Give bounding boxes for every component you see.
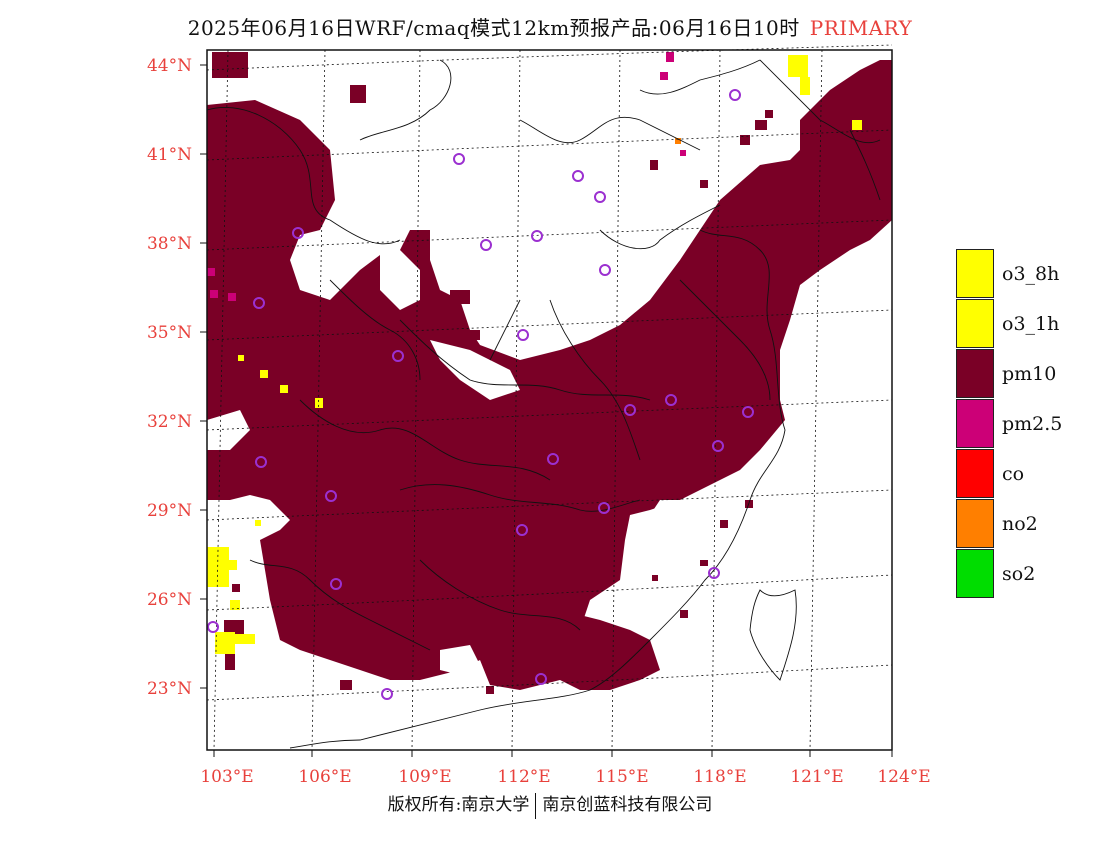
station-markers	[207, 89, 754, 700]
lon-label: 112°E	[497, 767, 550, 787]
lat-labels: 44°N 41°N 38°N 35°N 32°N 29°N 26°N 23°N	[147, 56, 192, 699]
legend-swatch	[956, 449, 994, 498]
lat-label: 32°N	[147, 412, 192, 432]
lon-label: 103°E	[200, 767, 253, 787]
map-frame	[206, 49, 893, 751]
tick-marks	[200, 64, 893, 757]
pm25-specks	[207, 52, 686, 301]
copyright-divider	[535, 792, 537, 819]
copyright-right: 南京创蓝科技有限公司	[542, 795, 713, 815]
legend-label: o3_1h	[1002, 313, 1060, 335]
lon-labels: 103°E 106°E 109°E 112°E 115°E 118°E 121°…	[200, 767, 930, 787]
map-title: 2025年06月16日WRF/cmaq模式12km预报产品:06月16日10时 P…	[0, 12, 1100, 41]
lon-label: 106°E	[298, 767, 351, 787]
lon-label: 115°E	[595, 767, 648, 787]
legend-item-so2: so2	[956, 549, 1076, 599]
co-no2-specks	[675, 138, 681, 144]
legend-label: o3_8h	[1002, 263, 1060, 285]
title-tag: PRIMARY	[809, 16, 913, 40]
legend-item-co: co	[956, 449, 1076, 499]
legend-swatch	[956, 249, 994, 298]
legend-item-no2: no2	[956, 499, 1076, 549]
legend: o3_8h o3_1h pm10 pm2.5 co no2 so2	[956, 249, 1076, 599]
lat-label: 35°N	[147, 323, 192, 343]
legend-label: pm10	[1002, 363, 1057, 385]
lon-label: 109°E	[398, 767, 451, 787]
legend-swatch	[956, 349, 994, 398]
legend-label: so2	[1002, 563, 1036, 585]
lon-label: 124°E	[877, 767, 930, 787]
lat-label: 26°N	[147, 590, 192, 610]
lon-label: 118°E	[693, 767, 746, 787]
legend-swatch	[956, 399, 994, 448]
copyright-left: 版权所有:南京大学	[387, 795, 530, 815]
legend-item-pm25: pm2.5	[956, 399, 1076, 449]
legend-label: co	[1002, 463, 1025, 485]
lat-label: 23°N	[147, 679, 192, 699]
legend-swatch	[956, 549, 994, 598]
lat-label: 29°N	[147, 501, 192, 521]
copyright-line: 版权所有:南京大学 南京创蓝科技有限公司	[0, 790, 1100, 819]
legend-swatch	[956, 299, 994, 348]
legend-item-o3-8h: o3_8h	[956, 249, 1076, 299]
legend-swatch	[956, 499, 994, 548]
legend-item-o3-1h: o3_1h	[956, 299, 1076, 349]
lat-label: 38°N	[147, 234, 192, 254]
lat-label: 41°N	[147, 145, 192, 165]
lat-label: 44°N	[147, 56, 192, 76]
lon-label: 121°E	[790, 767, 843, 787]
title-main: 2025年06月16日WRF/cmaq模式12km预报产品:06月16日10时	[187, 16, 800, 40]
boundaries	[206, 59, 881, 749]
legend-label: no2	[1002, 513, 1038, 535]
legend-item-pm10: pm10	[956, 349, 1076, 399]
pm10-region	[207, 60, 892, 690]
o3-specks	[207, 55, 862, 654]
legend-label: pm2.5	[1002, 413, 1063, 435]
